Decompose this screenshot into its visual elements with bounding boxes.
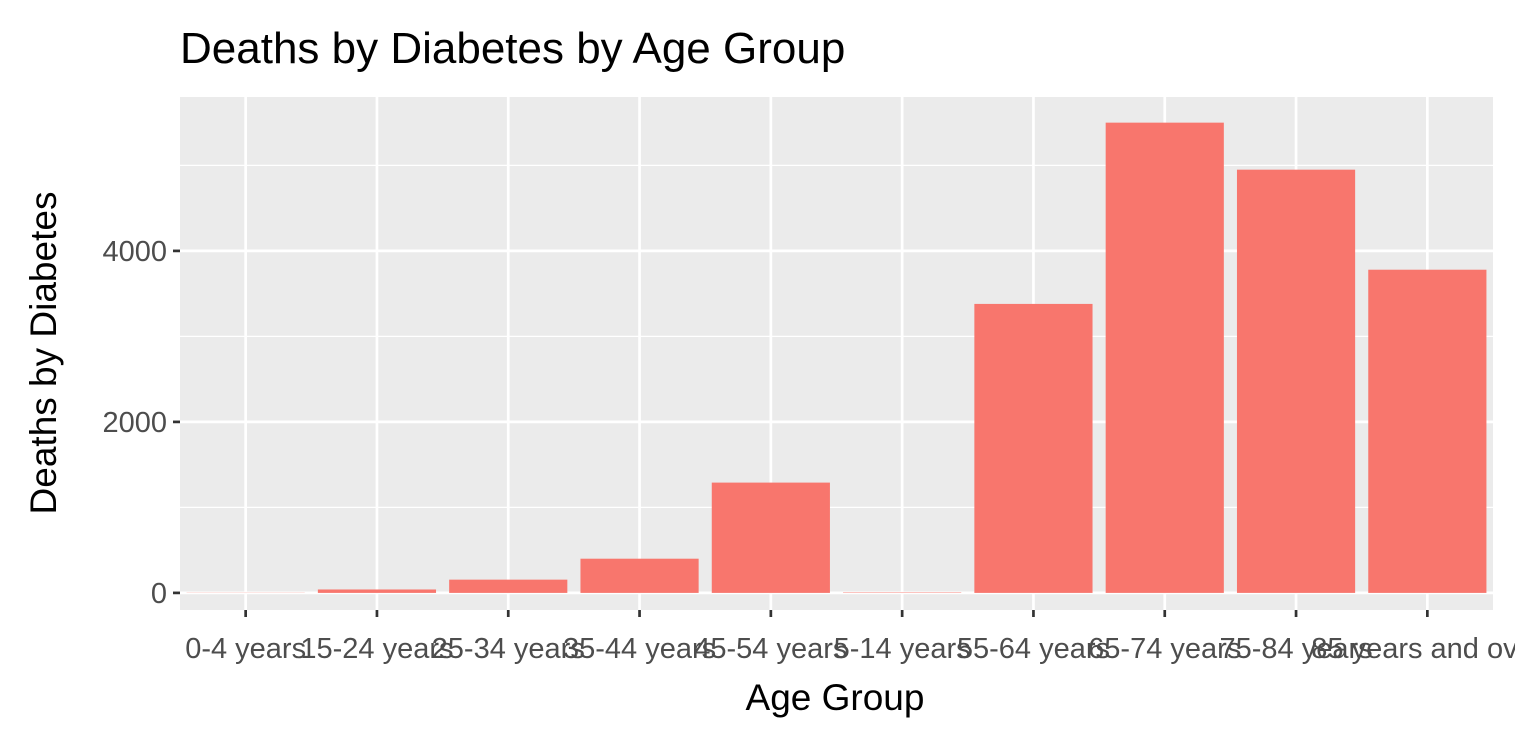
bar: [580, 558, 699, 593]
x-tick-label: 45-54 years: [694, 633, 847, 665]
x-tick-label: 55-64 years: [957, 633, 1110, 665]
x-axis-title: Age Group: [746, 677, 925, 718]
bar: [449, 579, 568, 593]
x-tick-label: 15-24 years: [300, 633, 453, 665]
y-axis-title: Deaths by Diabetes: [23, 192, 64, 515]
bar-series: [186, 122, 1487, 593]
bar: [1368, 269, 1487, 593]
y-tick-label: 4000: [102, 236, 167, 268]
chart-title: Deaths by Diabetes by Age Group: [180, 24, 845, 73]
x-tick-label: 5-14 years: [834, 633, 971, 665]
x-tick-label: 25-34 years: [432, 633, 585, 665]
bar: [1236, 169, 1356, 593]
x-tick-label: 75-84 years: [1219, 633, 1372, 665]
bar: [1105, 122, 1224, 593]
x-tick-label: 85 years and over: [1311, 633, 1515, 665]
x-tick-label: 35-44 years: [563, 633, 716, 665]
bar: [711, 482, 830, 593]
y-tick-label: 0: [151, 578, 167, 610]
bar: [317, 589, 437, 593]
bar: [974, 303, 1093, 593]
x-tick-label: 0-4 years: [185, 633, 306, 665]
y-axis: 0 2000 4000: [102, 236, 180, 610]
y-tick-label: 2000: [102, 407, 167, 439]
x-tick-label: 65-74 years: [1088, 633, 1241, 665]
